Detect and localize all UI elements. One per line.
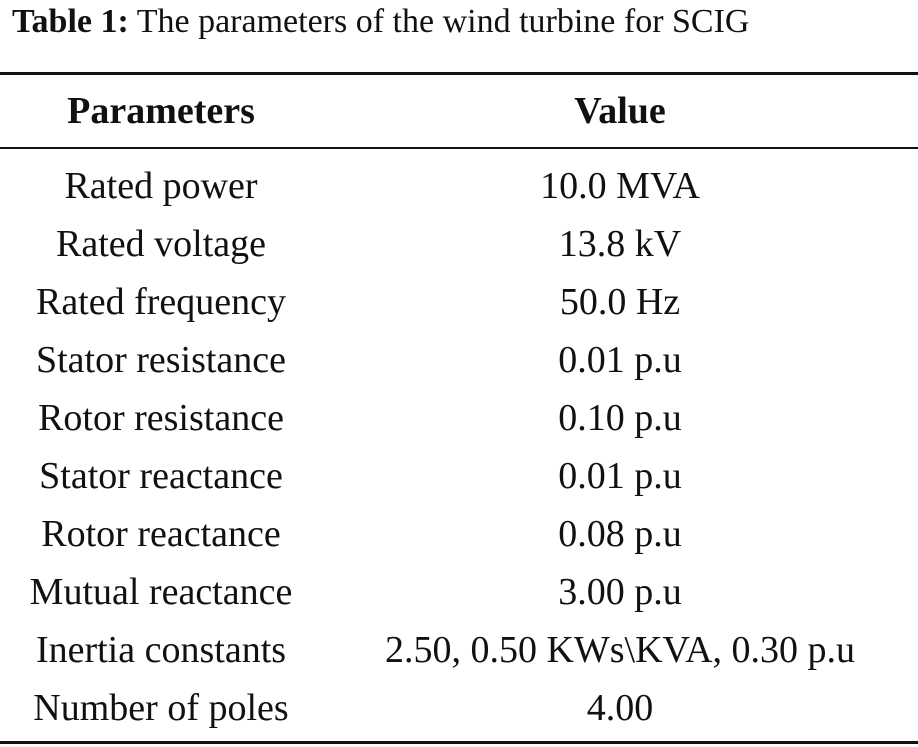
value-cell: 3.00 p.u — [558, 571, 682, 613]
column-header-value: Value — [574, 90, 666, 132]
table-row: Mutual reactance 3.00 p.u — [0, 563, 918, 621]
table-caption-text: The parameters of the wind turbine for S… — [136, 3, 750, 40]
table-row: Stator reactance 0.01 p.u — [0, 447, 918, 505]
table-row: Rated power 10.0 MVA — [0, 147, 918, 215]
table-row: Inertia constants 2.50, 0.50 KWs\KVA, 0.… — [0, 621, 918, 679]
value-cell: 4.00 — [586, 687, 654, 729]
parameter-cell: Rotor reactance — [41, 513, 281, 555]
table-row: Rated frequency 50.0 Hz — [0, 273, 918, 331]
value-cell: 2.50, 0.50 KWs\KVA, 0.30 p.u — [384, 629, 856, 671]
parameter-cell: Stator resistance — [35, 339, 287, 381]
value-cell: 50.0 Hz — [559, 281, 681, 323]
table-row: Number of poles 4.00 — [0, 679, 918, 737]
table-row: Rotor resistance 0.10 p.u — [0, 389, 918, 447]
table-top-rule — [0, 72, 918, 75]
parameter-cell: Rated frequency — [35, 281, 287, 323]
table-caption-label: Table 1: — [12, 3, 129, 40]
table-header-rule — [0, 147, 918, 149]
value-cell: 0.10 p.u — [558, 397, 682, 439]
parameter-cell: Stator reactance — [39, 455, 283, 497]
parameter-cell: Inertia constants — [35, 629, 287, 671]
parameter-cell: Rated voltage — [56, 223, 266, 265]
parameter-cell: Rotor resistance — [38, 397, 284, 439]
table-caption: Table 1: The parameters of the wind turb… — [12, 2, 749, 42]
value-cell: 0.01 p.u — [558, 455, 682, 497]
value-cell: 13.8 kV — [558, 223, 682, 265]
value-cell: 0.01 p.u — [558, 339, 682, 381]
parameter-cell: Mutual reactance — [29, 571, 293, 613]
column-header-parameters: Parameters — [67, 90, 255, 132]
table-row: Rotor reactance 0.08 p.u — [0, 505, 918, 563]
parameter-cell: Rated power — [64, 165, 258, 207]
value-cell: 0.08 p.u — [558, 513, 682, 555]
table-header-row: Parameters Value — [0, 75, 918, 147]
table-row: Stator resistance 0.01 p.u — [0, 331, 918, 389]
parameter-cell: Number of poles — [33, 687, 289, 729]
table-row: Rated voltage 13.8 kV — [0, 215, 918, 273]
value-cell: 10.0 MVA — [540, 165, 700, 207]
table-bottom-rule — [0, 741, 918, 744]
parameters-table: Parameters Value Rated power 10.0 MVA Ra… — [0, 75, 918, 737]
